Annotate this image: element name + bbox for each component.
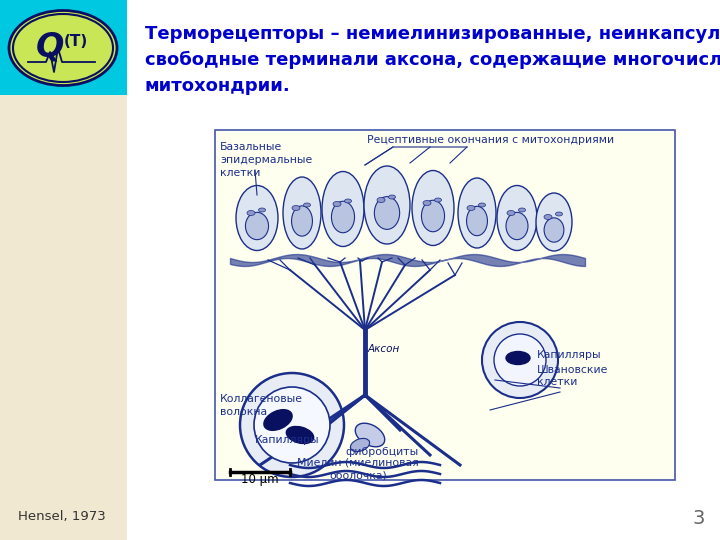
Ellipse shape	[322, 172, 364, 246]
Ellipse shape	[536, 193, 572, 251]
Ellipse shape	[544, 214, 552, 219]
Ellipse shape	[364, 166, 410, 244]
Ellipse shape	[258, 208, 266, 212]
Text: Аксон: Аксон	[368, 344, 400, 354]
Ellipse shape	[544, 218, 564, 242]
Ellipse shape	[9, 10, 117, 85]
Text: Базальные
эпидермальные
клетки: Базальные эпидермальные клетки	[220, 142, 312, 178]
Ellipse shape	[518, 208, 526, 212]
Ellipse shape	[292, 206, 300, 211]
Text: Коллагеновые
волокна: Коллагеновые волокна	[220, 394, 303, 417]
Ellipse shape	[374, 197, 400, 230]
Ellipse shape	[333, 201, 341, 206]
Ellipse shape	[247, 211, 255, 215]
Circle shape	[482, 322, 558, 398]
Text: Q: Q	[36, 30, 64, 64]
Ellipse shape	[423, 200, 431, 206]
Ellipse shape	[458, 178, 496, 248]
Ellipse shape	[236, 186, 278, 251]
Ellipse shape	[287, 427, 314, 443]
Text: фибробциты: фибробциты	[345, 447, 418, 457]
Ellipse shape	[355, 423, 384, 447]
Ellipse shape	[377, 198, 385, 202]
Ellipse shape	[467, 206, 487, 235]
Ellipse shape	[506, 212, 528, 240]
Bar	[215, 130, 675, 480]
Text: Рецептивные окончания с митохондриями: Рецептивные окончания с митохондриями	[367, 135, 614, 145]
Ellipse shape	[246, 212, 269, 240]
Bar	[0, 0, 127, 540]
Text: Капилляры: Капилляры	[537, 350, 602, 360]
Ellipse shape	[506, 352, 530, 365]
Ellipse shape	[556, 212, 562, 216]
Text: Терморецепторы – немиелинизированные, неинкапсулированные
свободные терминали ак: Терморецепторы – немиелинизированные, не…	[145, 25, 720, 94]
Circle shape	[240, 373, 344, 477]
Ellipse shape	[331, 201, 354, 233]
Ellipse shape	[264, 410, 292, 430]
Ellipse shape	[467, 206, 475, 211]
Text: Швановские
клетки: Швановские клетки	[537, 364, 608, 387]
Ellipse shape	[389, 195, 395, 199]
Ellipse shape	[412, 171, 454, 246]
Ellipse shape	[304, 203, 310, 207]
Ellipse shape	[344, 199, 351, 203]
Ellipse shape	[283, 177, 321, 249]
Circle shape	[254, 387, 330, 463]
Text: Hensel, 1973: Hensel, 1973	[18, 510, 106, 523]
Ellipse shape	[434, 198, 441, 202]
Text: Капилляры: Капилляры	[255, 435, 320, 445]
Ellipse shape	[351, 438, 369, 451]
Ellipse shape	[507, 211, 515, 215]
Circle shape	[494, 334, 546, 386]
Text: Миелин (миелиновая
оболочка): Миелин (миелиновая оболочка)	[297, 457, 419, 480]
Ellipse shape	[497, 186, 537, 251]
Bar	[127, 0, 720, 540]
Text: 10 μm: 10 μm	[241, 473, 279, 486]
Ellipse shape	[292, 206, 312, 236]
Bar	[0, 0, 127, 95]
Ellipse shape	[421, 200, 444, 232]
Text: 3: 3	[693, 509, 705, 528]
Ellipse shape	[479, 203, 485, 207]
Text: (T): (T)	[64, 35, 88, 50]
